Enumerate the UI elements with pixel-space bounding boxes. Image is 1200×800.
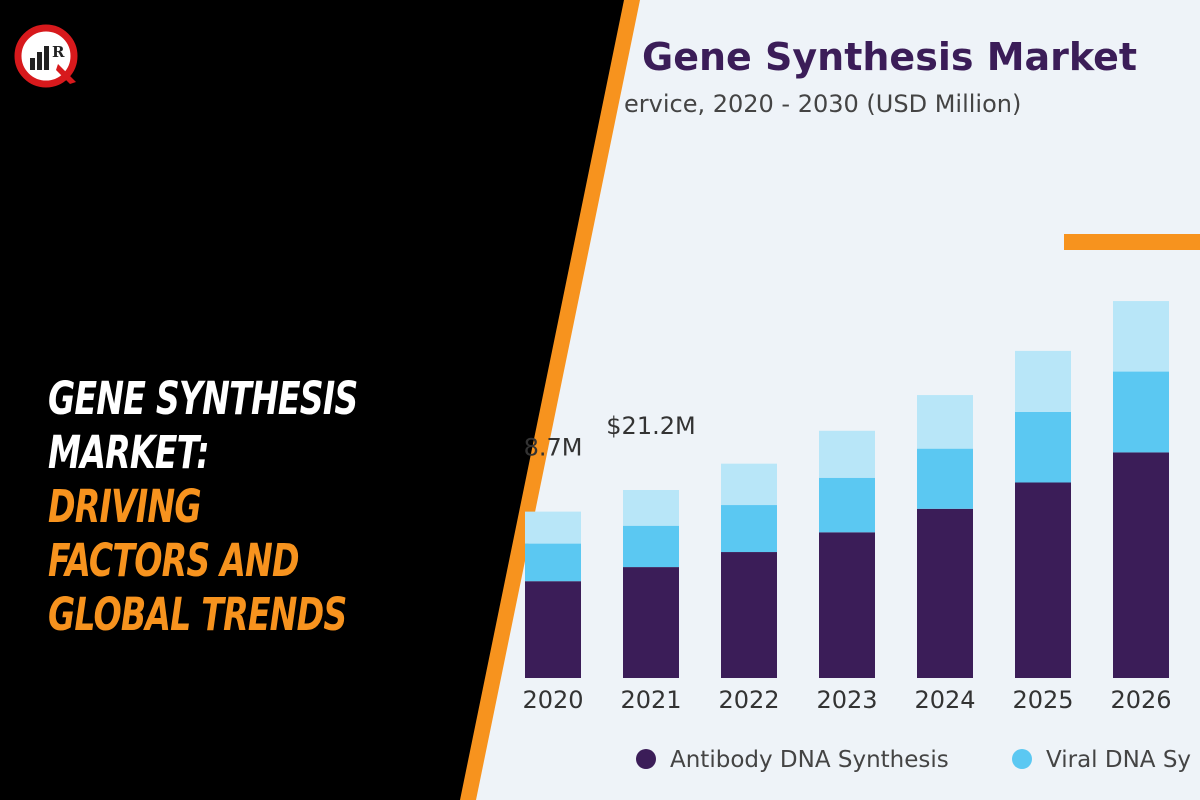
bar-2024-series-3: [917, 395, 973, 449]
rq-logo: R: [14, 24, 84, 88]
bars-group: [525, 301, 1169, 678]
chart-title: Gene Synthesis Market: [642, 35, 1137, 79]
data-label-2021: $21.2M: [606, 412, 695, 440]
chart-subtitle: ervice, 2020 - 2030 (USD Million): [624, 90, 1021, 118]
bar-2023-series-1: [819, 532, 875, 678]
bar-2024-series-1: [917, 508, 973, 678]
logo-icon: R: [14, 24, 78, 88]
x-tick-2023: 2023: [816, 686, 877, 714]
bar-2025-series-2: [1015, 411, 1071, 483]
data-label-2020: 8.7M: [524, 434, 583, 462]
orange-accent-bar: [1064, 234, 1200, 250]
bar-2025-series-3: [1015, 350, 1071, 412]
bar-2024-series-2: [917, 448, 973, 509]
bar-2020-series-2: [525, 543, 581, 582]
legend-marker-2: [1012, 749, 1032, 769]
headline: GENE SYNTHESIS MARKET: DRIVING FACTORS A…: [48, 372, 392, 642]
bar-2020-series-3: [525, 511, 581, 544]
chart-legend: Antibody DNA Synthesis Viral DNA Sy: [636, 747, 1191, 773]
x-axis-ticks: 2020 2021 2022 2023 2024 2025 2026: [522, 686, 1171, 714]
logo-letter-r: R: [52, 43, 65, 61]
bar-2021-series-1: [623, 567, 679, 678]
bar-2022-series-3: [721, 463, 777, 506]
legend-label-1: Antibody DNA Synthesis: [670, 747, 949, 773]
x-tick-2025: 2025: [1012, 686, 1073, 714]
bar-2026-series-2: [1113, 371, 1169, 453]
bar-2021-series-2: [623, 525, 679, 568]
bar-2020-series-1: [525, 581, 581, 678]
headline-line-1: GENE SYNTHESIS: [48, 372, 358, 425]
x-tick-2022: 2022: [718, 686, 779, 714]
x-tick-2021: 2021: [620, 686, 681, 714]
headline-line-3: DRIVING: [48, 480, 202, 533]
x-tick-2020: 2020: [522, 686, 583, 714]
data-labels: 8.7M $21.2M: [524, 412, 696, 462]
bar-2025-series-1: [1015, 482, 1071, 678]
x-tick-2024: 2024: [914, 686, 975, 714]
bar-2021-series-3: [623, 490, 679, 526]
headline-line-2: MARKET:: [48, 426, 210, 479]
headline-line-5: GLOBAL TRENDS: [48, 588, 347, 641]
bar-2022-series-2: [721, 505, 777, 553]
legend-marker-1: [636, 749, 656, 769]
bar-2022-series-1: [721, 552, 777, 678]
headline-line-4: FACTORS AND: [48, 534, 300, 587]
x-tick-2026: 2026: [1110, 686, 1171, 714]
bar-2026-series-1: [1113, 452, 1169, 678]
legend-label-2: Viral DNA Sy: [1046, 747, 1191, 773]
bar-2026-series-3: [1113, 301, 1169, 372]
bar-2023-series-2: [819, 477, 875, 533]
bar-2023-series-3: [819, 430, 875, 478]
